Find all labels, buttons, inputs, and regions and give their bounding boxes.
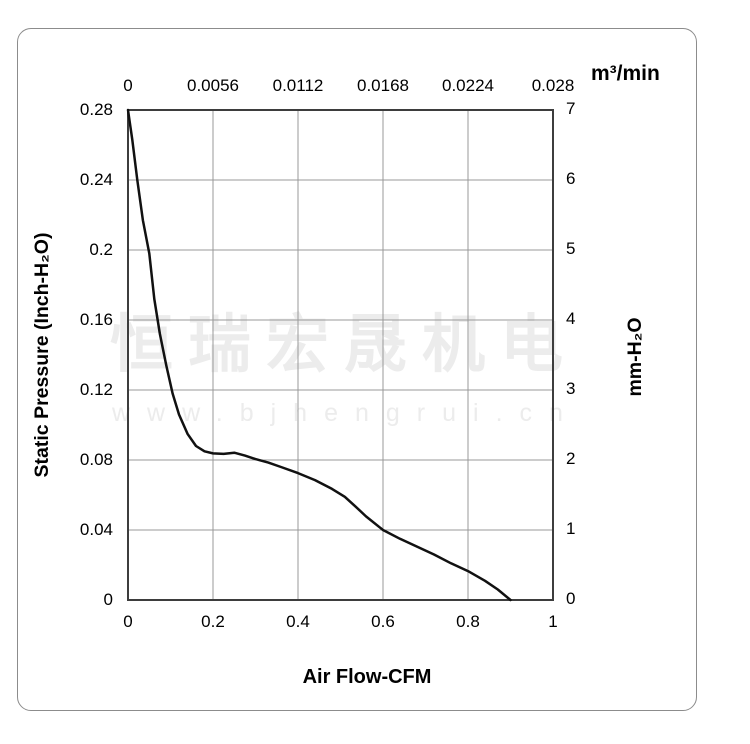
right-tick-label: 2	[566, 449, 576, 468]
top-tick-label: 0.028	[531, 76, 575, 95]
left-tick-label: 0.08	[79, 450, 113, 469]
left-tick-label: 0.04	[79, 520, 113, 539]
top-tick-label: 0.0056	[187, 76, 239, 95]
left-tick-label: 0.24	[79, 170, 113, 189]
bottom-tick-label: 0.2	[201, 612, 225, 631]
bottom-tick-label: 0	[123, 612, 133, 631]
right-tick-label: 1	[566, 519, 576, 538]
top-tick-label: 0.0112	[272, 76, 324, 95]
right-tick-label: 6	[566, 169, 576, 188]
right-tick-label: 7	[566, 99, 576, 118]
right-tick-label: 4	[566, 309, 576, 328]
right-tick-label: 3	[566, 379, 576, 398]
left-tick-label: 0.2	[89, 240, 113, 259]
top-axis-unit-label: m³/min	[591, 62, 660, 85]
chart-frame	[17, 28, 697, 711]
right-tick-label: 5	[566, 239, 576, 258]
left-tick-label: 0	[103, 590, 113, 609]
bottom-tick-label: 1	[548, 612, 558, 631]
y-right-axis-title: mm-H₂O	[624, 317, 646, 397]
bottom-tick-label: 0.8	[456, 612, 480, 631]
right-tick-label: 0	[566, 589, 576, 608]
bottom-tick-label: 0.4	[286, 612, 310, 631]
top-tick-label: 0.0168	[357, 76, 409, 95]
left-tick-label: 0.16	[79, 310, 113, 329]
left-tick-label: 0.28	[79, 100, 113, 119]
bottom-tick-label: 0.6	[371, 612, 395, 631]
y-left-axis-title: Static Pressure (Inch-H₂O)	[31, 232, 53, 478]
left-tick-label: 0.12	[79, 380, 113, 399]
top-tick-label: 0.0224	[442, 76, 494, 95]
top-tick-label: 0	[123, 76, 133, 95]
x-axis-title: Air Flow-CFM	[302, 666, 432, 688]
